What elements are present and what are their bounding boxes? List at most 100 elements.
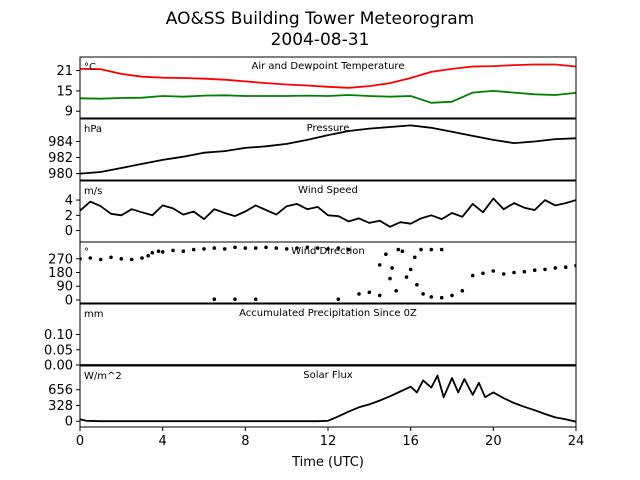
data-point [98, 257, 103, 262]
data-point [284, 247, 289, 251]
data-point [512, 270, 516, 275]
series-line-0 [80, 197, 576, 228]
data-point [491, 269, 496, 273]
panel-title: Wind Speed [298, 185, 358, 196]
panel-temperature: 9 15 21 °C Air and Dewpoint Temperature [56, 56, 577, 120]
panel-title: Wind Direction [291, 246, 365, 257]
series-group [80, 374, 576, 423]
series-group [80, 245, 576, 302]
panel-frame [79, 118, 577, 181]
series-line-1 [80, 90, 576, 104]
data-point [156, 249, 161, 253]
data-point [222, 247, 227, 251]
data-point [481, 271, 485, 276]
panel-title: Air and Dewpoint Temperature [252, 61, 405, 72]
panel-unit: °C [84, 62, 96, 73]
data-point [336, 246, 341, 250]
data-point [460, 289, 465, 293]
panel-wind_speed: 024 m/s Wind Speed [65, 180, 577, 243]
data-point [421, 292, 425, 296]
y-tick-label: 0 [65, 415, 73, 430]
data-point [326, 247, 330, 251]
data-point [305, 245, 310, 250]
y-tick-label: 9 [65, 105, 73, 120]
y-tick-label: 2 [65, 209, 73, 224]
data-point [315, 246, 320, 250]
panel-unit: W/m^2 [84, 371, 122, 382]
data-point [396, 247, 401, 252]
x-tick-label: 4 [159, 434, 167, 449]
x-tick-label: 12 [320, 434, 337, 449]
series-group [80, 63, 576, 104]
panels: 9 15 21 °C Air and Dewpoint Temperature 98098… [44, 56, 577, 431]
data-point [357, 292, 361, 296]
y-tick-label: 21 [56, 64, 73, 79]
data-point [119, 257, 124, 261]
data-point [243, 246, 248, 250]
data-point [470, 273, 475, 278]
data-point [160, 250, 165, 254]
y-tick-label: 180 [48, 266, 73, 281]
panel-title: Accumulated Precipitation Since 0Z [239, 308, 417, 319]
series-group [80, 124, 576, 175]
data-point [346, 247, 351, 252]
data-point [400, 249, 405, 253]
panel-precipitation: 0.000.050.10 mm Accumulated Precipitation … [44, 303, 577, 374]
x-tick-label: 16 [402, 434, 419, 449]
series-line-0 [80, 124, 576, 175]
data-point [129, 257, 134, 262]
panel-title: Pressure [307, 123, 350, 134]
data-point [413, 255, 417, 260]
data-point [377, 263, 382, 267]
data-point [553, 266, 558, 270]
x-axis: 0 4 8 12 16 20 24 [76, 434, 584, 449]
data-point [408, 267, 413, 272]
data-point [429, 247, 434, 252]
y-tick-label: 328 [48, 399, 73, 414]
data-point [384, 252, 388, 256]
data-point [429, 295, 434, 299]
y-tick-label: 980 [48, 167, 73, 182]
y-tick-label: 15 [56, 84, 73, 99]
figure-title: AO&SS Building Tower Meteorogram [166, 9, 474, 29]
series-line-0 [80, 374, 576, 423]
data-point [295, 246, 299, 250]
data-point [439, 247, 444, 252]
y-tick-label: 90 [56, 280, 73, 295]
data-point [543, 267, 547, 272]
data-point [274, 246, 279, 250]
data-point [415, 282, 419, 287]
data-point [253, 246, 258, 250]
data-point [336, 297, 341, 302]
data-point [532, 268, 537, 273]
data-point [388, 276, 392, 281]
data-point [404, 275, 409, 279]
x-tick-label: 0 [76, 434, 84, 449]
panel-unit: ° [84, 247, 89, 258]
y-tick-label: 982 [48, 151, 73, 166]
panel-title: Solar Flux [303, 370, 353, 381]
y-tick-label: 0 [65, 224, 73, 239]
data-point [264, 245, 268, 250]
y-tick-label: 270 [48, 252, 73, 267]
y-tick-label: 0.05 [44, 343, 73, 358]
data-point [439, 295, 444, 300]
data-point [390, 266, 394, 270]
data-point [212, 246, 217, 250]
y-tick-label: 656 [48, 383, 73, 398]
data-point [233, 245, 237, 250]
data-point [146, 253, 150, 258]
series-group [80, 197, 576, 228]
y-tick-label: 0.10 [44, 328, 73, 343]
figure-date: 2004-08-31 [271, 30, 370, 50]
x-tick-label: 8 [241, 434, 249, 449]
y-tick-label: 0.00 [44, 359, 73, 374]
data-point [140, 256, 144, 260]
data-point [191, 247, 196, 252]
panel-unit: hPa [84, 124, 102, 135]
data-point [88, 256, 93, 260]
